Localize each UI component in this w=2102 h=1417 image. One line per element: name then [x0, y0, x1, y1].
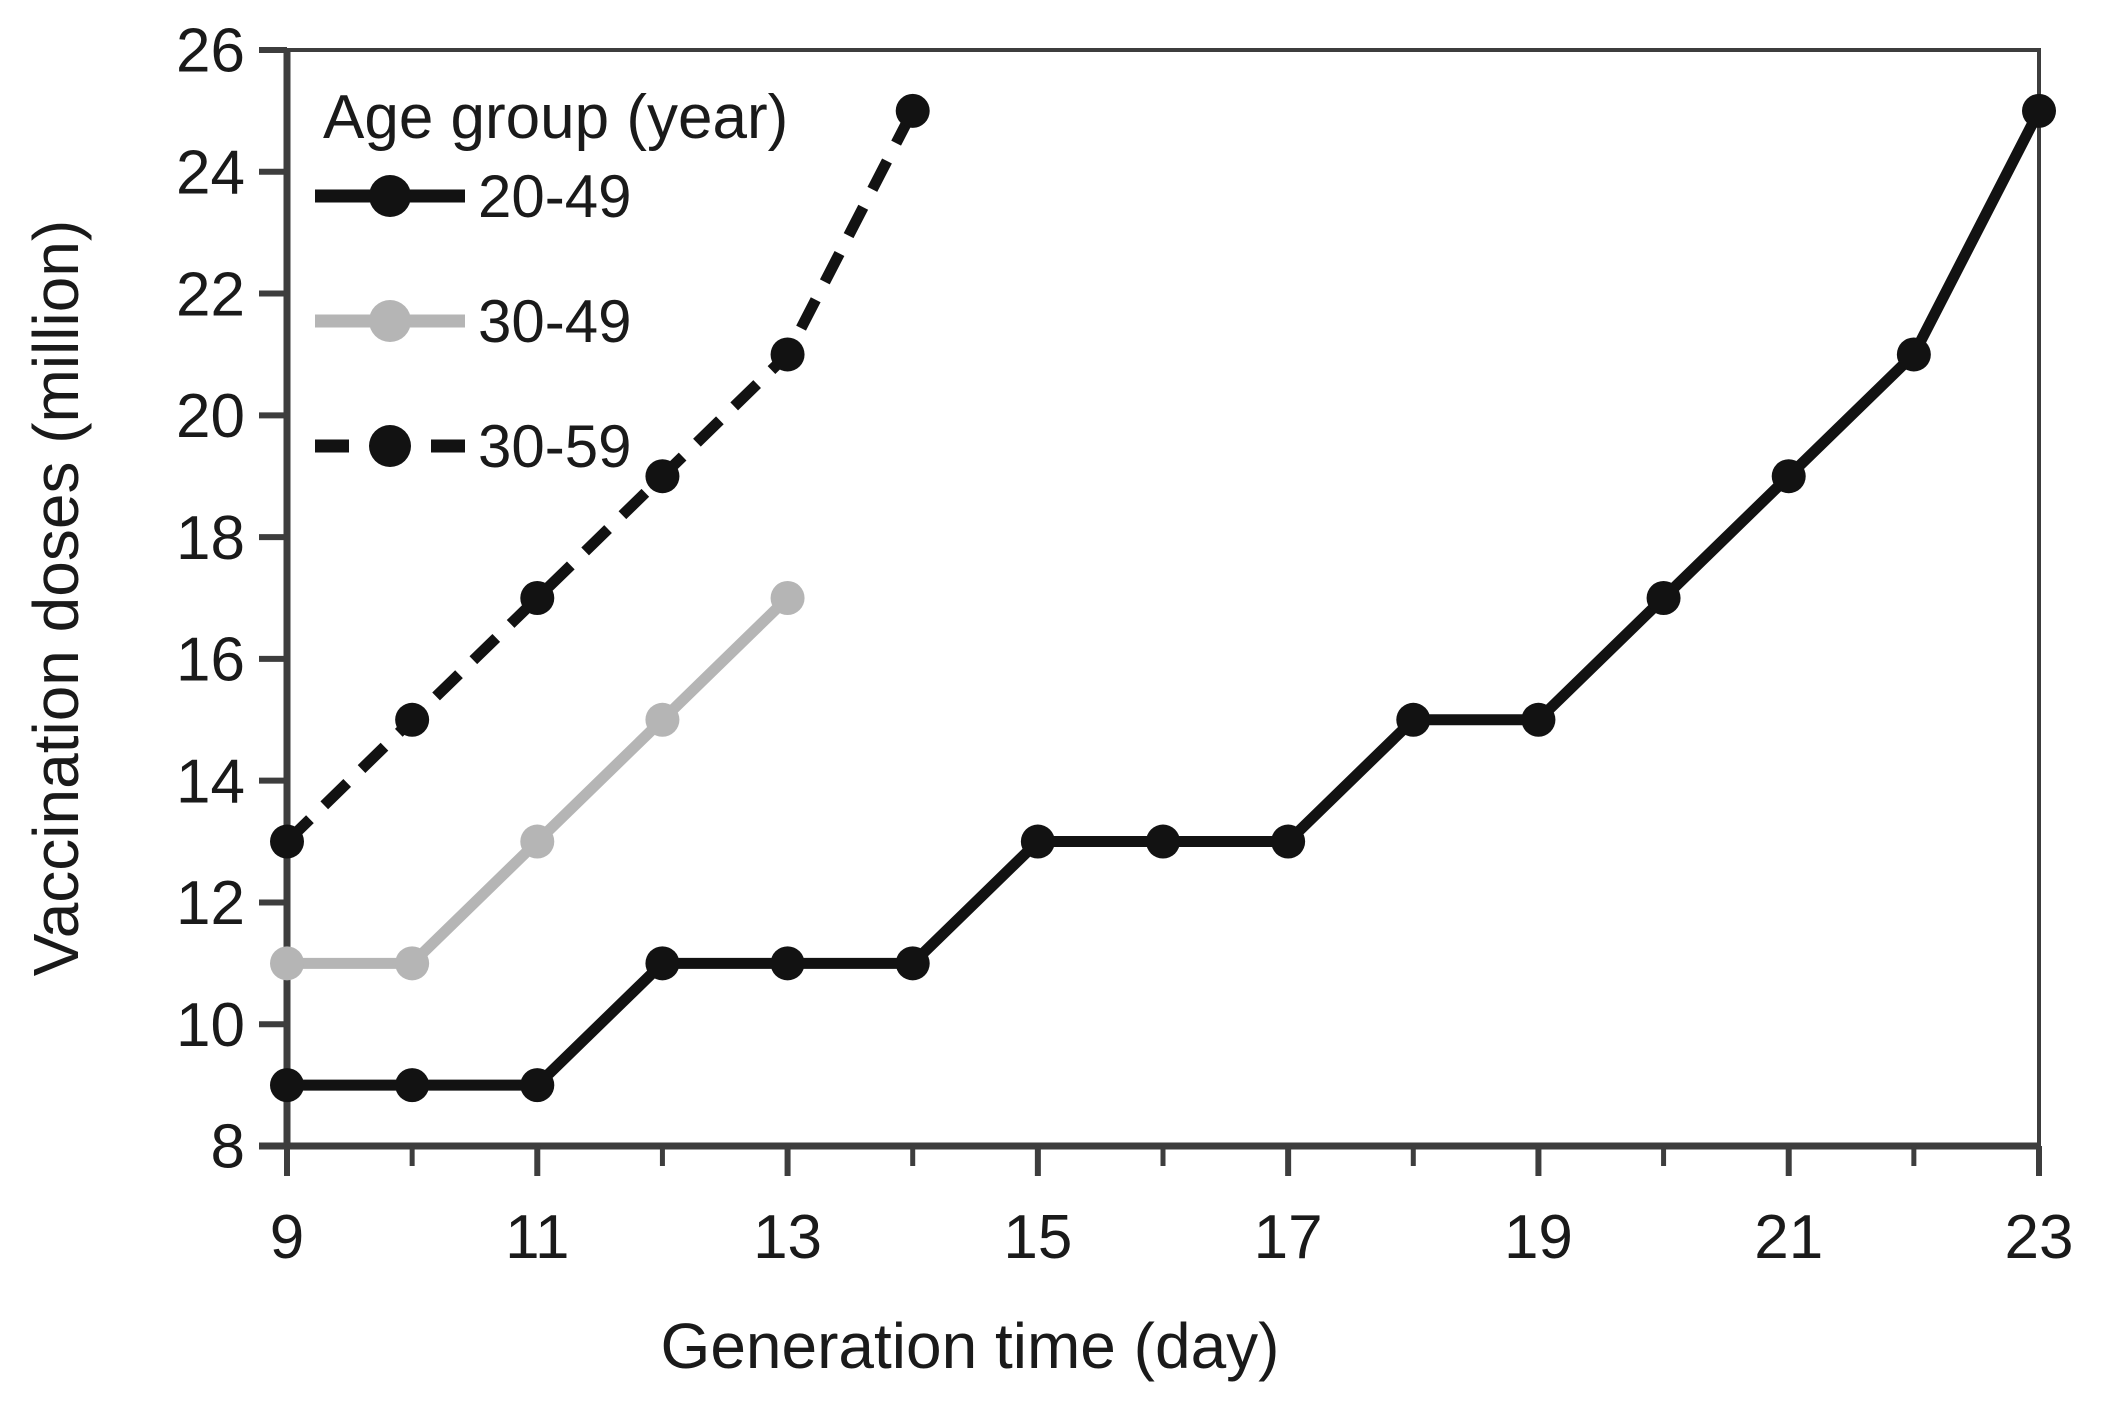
- legend-item-30-49: 30-49: [315, 288, 631, 355]
- legend-marker: [369, 300, 411, 342]
- x-tick-label: 15: [1003, 1203, 1072, 1272]
- x-axis-title: Generation time (day): [661, 1310, 1280, 1382]
- y-tick-label: 8: [211, 1113, 245, 1182]
- data-point: [645, 946, 680, 981]
- legend-marker: [369, 425, 411, 467]
- y-tick-label: 10: [176, 991, 245, 1060]
- series-30-59: [270, 93, 930, 859]
- y-tick-label: 18: [176, 504, 245, 573]
- data-point: [520, 824, 555, 859]
- data-point: [895, 93, 930, 128]
- legend-marker: [369, 175, 411, 217]
- data-point: [270, 1068, 304, 1103]
- y-tick-label: 20: [176, 382, 245, 451]
- data-point: [770, 946, 805, 981]
- data-point: [645, 702, 680, 737]
- legend-title: Age group (year): [323, 83, 788, 152]
- data-point: [270, 824, 304, 859]
- x-tick-label: 21: [1754, 1203, 1823, 1272]
- x-tick-label: 17: [1254, 1203, 1323, 1272]
- data-point: [520, 581, 555, 615]
- data-point: [395, 1068, 430, 1103]
- data-point: [395, 946, 430, 981]
- y-tick-label: 22: [176, 260, 245, 329]
- data-point: [1771, 459, 1806, 494]
- series-30-49: [270, 581, 805, 981]
- legend-label: 20-49: [478, 163, 631, 230]
- data-point: [895, 946, 930, 981]
- series-line-30-59: [283, 108, 918, 846]
- data-point: [770, 337, 805, 372]
- legend-label: 30-59: [478, 413, 631, 480]
- data-point: [2022, 93, 2056, 128]
- legend-item-30-59: 30-59: [315, 413, 631, 480]
- data-point: [520, 1068, 555, 1103]
- data-point: [1521, 702, 1556, 737]
- legend: 20-49 30-49 30-59: [315, 163, 631, 480]
- y-axis-title: Vaccination doses (million): [20, 220, 92, 976]
- y-tick-label: 16: [176, 626, 245, 695]
- legend-item-20-49: 20-49: [315, 163, 631, 230]
- x-tick-label: 23: [2005, 1203, 2074, 1272]
- x-tick-label: 19: [1504, 1203, 1573, 1272]
- x-tick-label: 9: [270, 1203, 304, 1272]
- data-point: [1020, 824, 1055, 859]
- data-point: [270, 946, 304, 981]
- y-tick-label: 12: [176, 869, 245, 938]
- legend-label: 30-49: [478, 288, 631, 355]
- series-layer: [270, 93, 2056, 1103]
- data-point: [1146, 824, 1180, 859]
- series-20-49: [270, 93, 2056, 1103]
- y-axis-ticks: 8 10 12 14 16 18 20 22 24 26: [176, 17, 287, 1182]
- series-line-30-49: [287, 594, 792, 969]
- y-tick-label: 26: [176, 17, 245, 86]
- x-axis-ticks: 9 11 13 15 17 19 21 23: [270, 1146, 2074, 1272]
- data-point: [645, 459, 680, 494]
- x-tick-label: 13: [753, 1203, 822, 1272]
- data-point: [1646, 581, 1681, 615]
- data-point: [1896, 337, 1931, 372]
- y-tick-label: 24: [176, 138, 245, 207]
- data-point: [1396, 702, 1431, 737]
- data-point: [770, 581, 805, 615]
- data-point: [395, 702, 430, 737]
- x-tick-label: 11: [505, 1203, 569, 1272]
- data-point: [1271, 824, 1306, 859]
- y-tick-label: 14: [176, 747, 245, 816]
